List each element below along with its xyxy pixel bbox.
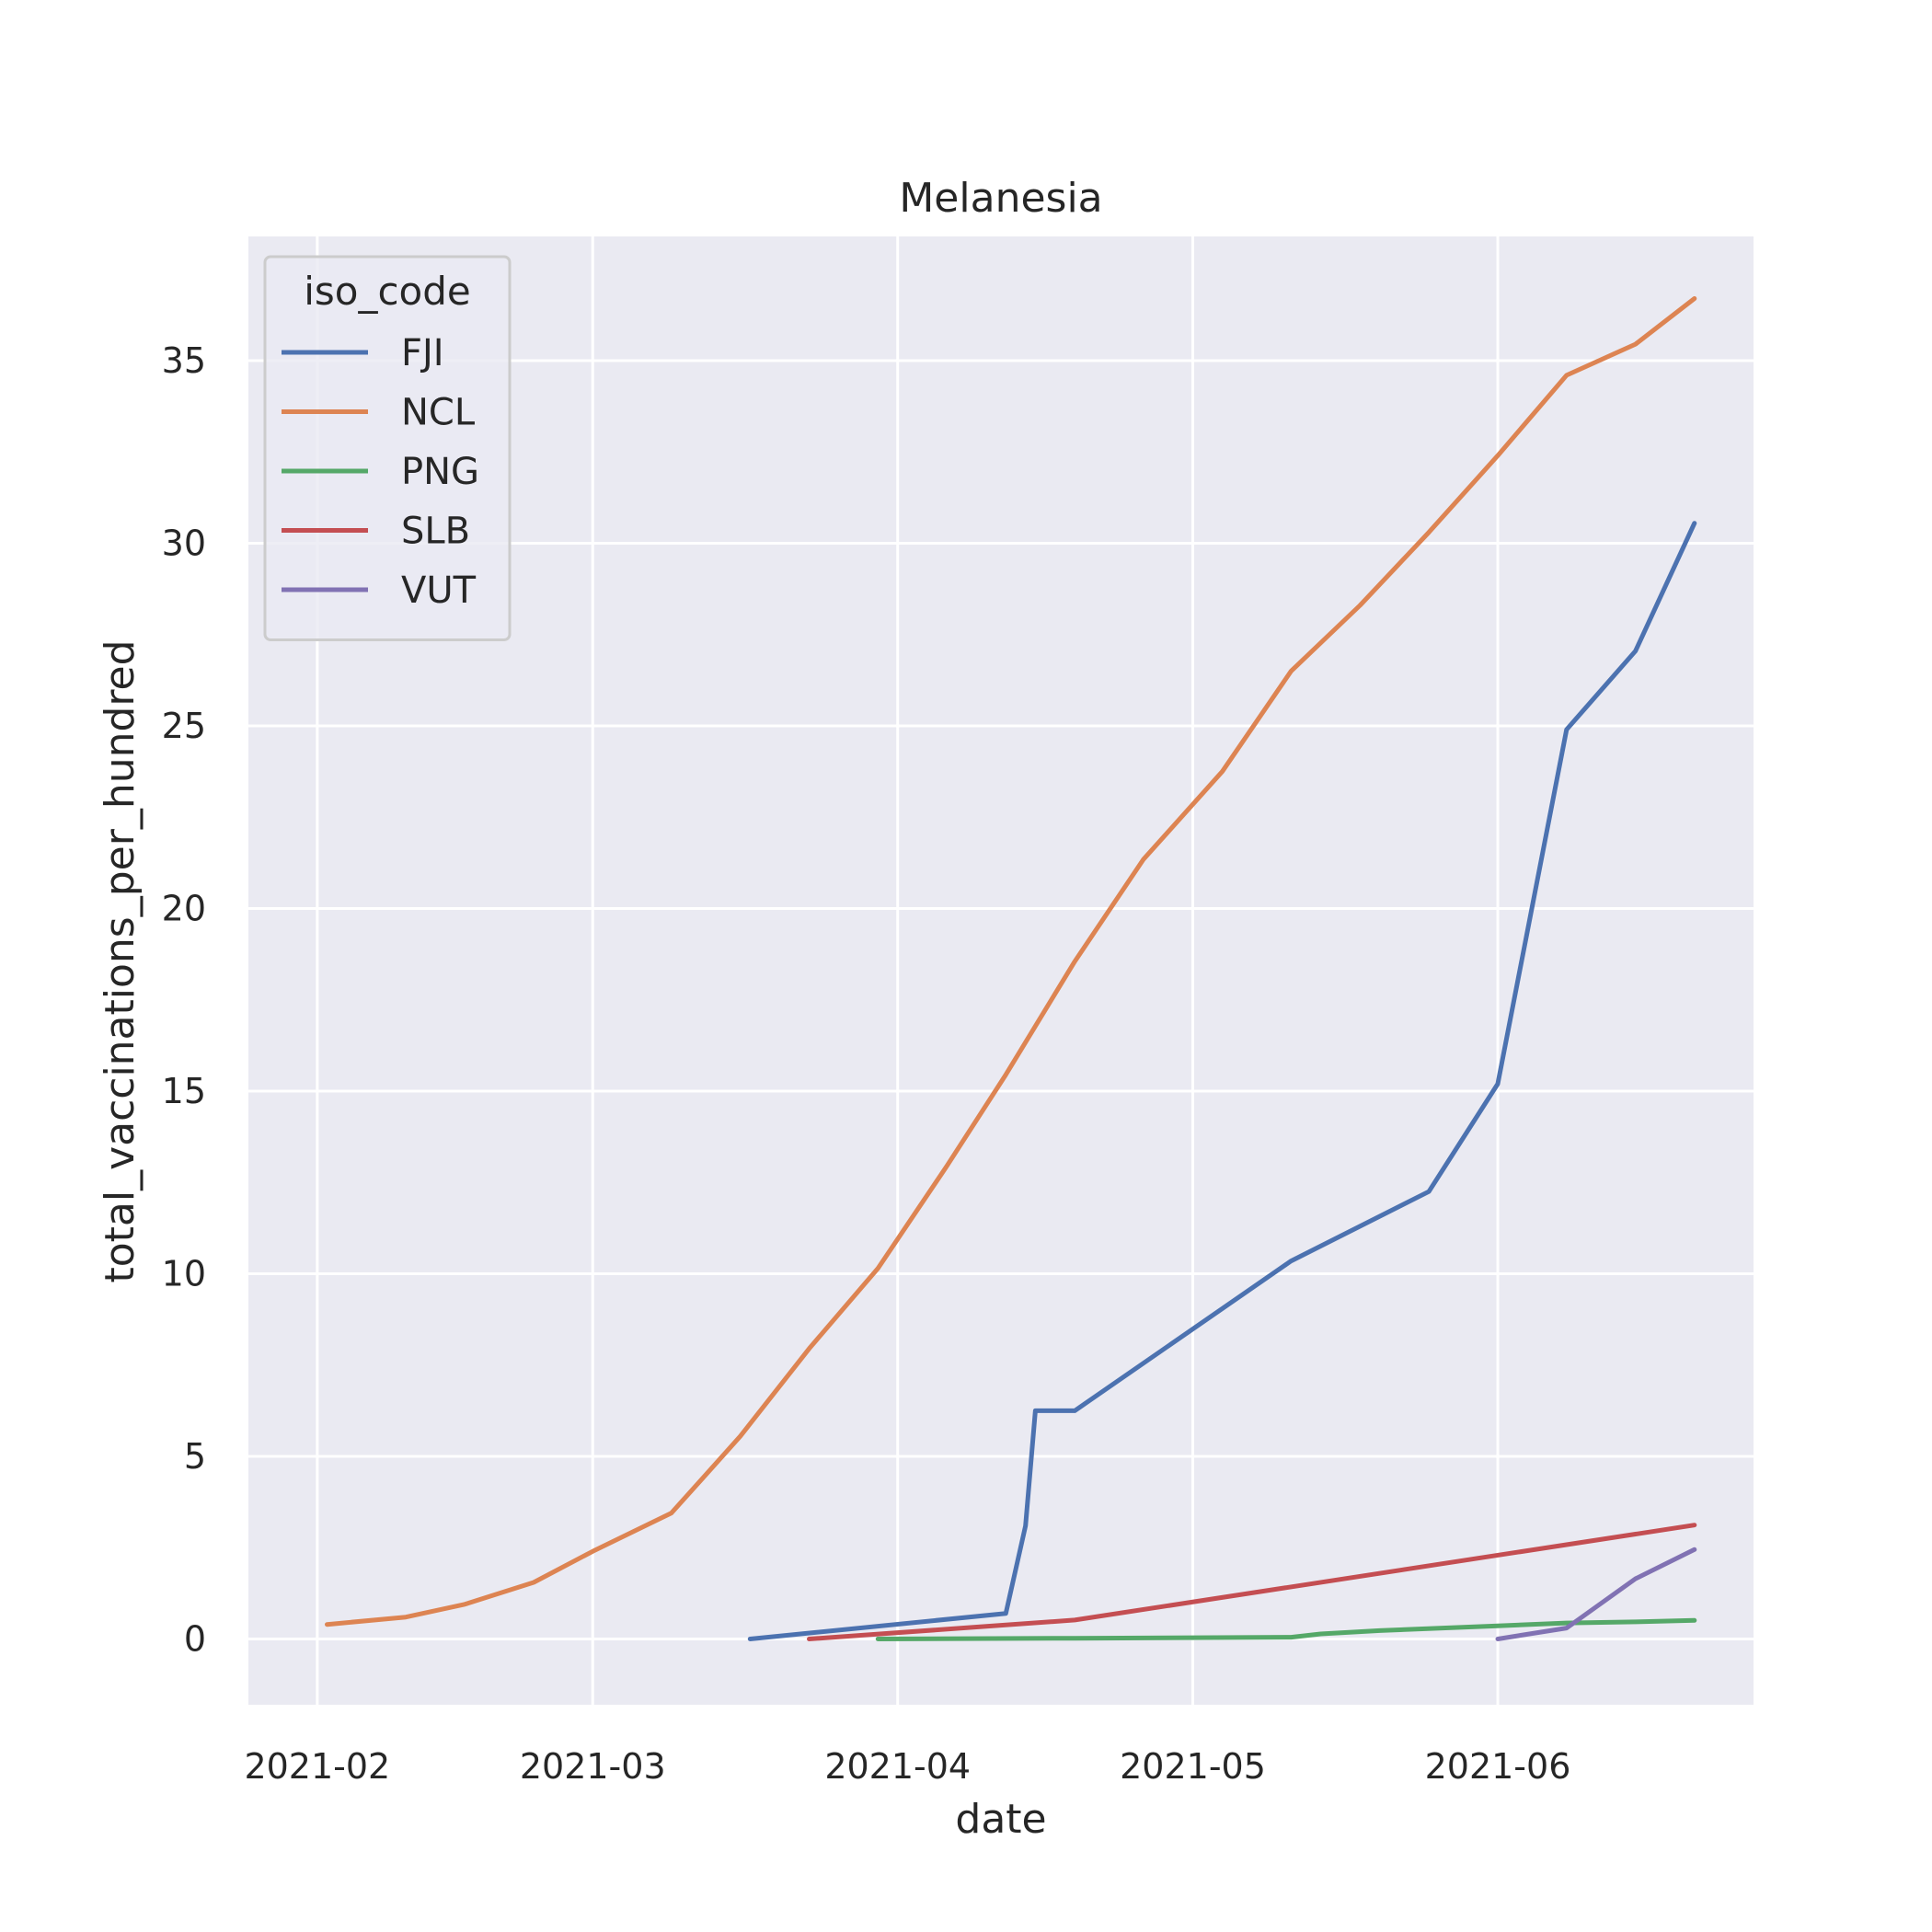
legend-label: VUT: [401, 569, 477, 612]
series-line-png: [875, 1617, 1697, 1641]
legend-item-slb: SLB: [282, 511, 470, 553]
y-tick-label: 35: [162, 340, 206, 381]
legend-item-png: PNG: [282, 451, 479, 493]
y-tick-label: 20: [162, 889, 206, 929]
x-axis-label: date: [955, 1796, 1046, 1843]
legend-label: SLB: [401, 511, 470, 553]
series-line-slb: [807, 1523, 1697, 1641]
series-line-fji: [747, 521, 1697, 1641]
legend-label: NCL: [401, 392, 476, 434]
y-axis-label: total_vaccinations_per_hundred: [97, 639, 144, 1282]
x-tick-label: 2021-05: [1120, 1746, 1266, 1787]
legend-item-ncl: NCL: [282, 392, 476, 434]
y-tick-label: 15: [162, 1071, 206, 1111]
series-line-vut: [1495, 1547, 1697, 1641]
y-tick-label: 25: [162, 706, 206, 746]
x-tick-label: 2021-03: [520, 1746, 666, 1787]
x-axis-ticks: 2021-02 2021-03 2021-04 2021-05 2021-06: [244, 1746, 1570, 1787]
legend-label: FJI: [401, 332, 444, 374]
legend-title: iso_code: [304, 269, 471, 314]
y-tick-label: 0: [184, 1619, 206, 1660]
y-tick-label: 10: [162, 1254, 206, 1294]
y-tick-label: 30: [162, 523, 206, 563]
legend-label: PNG: [401, 451, 479, 493]
legend: iso_code FJI NCL PNG SLB VUT: [263, 255, 512, 641]
legend-item-vut: VUT: [282, 569, 477, 612]
x-tick-label: 2021-06: [1425, 1746, 1571, 1787]
chart-title: Melanesia: [899, 175, 1102, 222]
y-axis-ticks: 0 5 10 15 20 25 30 35: [162, 340, 206, 1660]
y-tick-label: 5: [184, 1436, 206, 1477]
x-tick-label: 2021-04: [824, 1746, 971, 1787]
legend-item-fji: FJI: [282, 332, 444, 374]
series-lines: [325, 296, 1697, 1641]
x-tick-label: 2021-02: [244, 1746, 390, 1787]
series-line-ncl: [325, 296, 1697, 1627]
